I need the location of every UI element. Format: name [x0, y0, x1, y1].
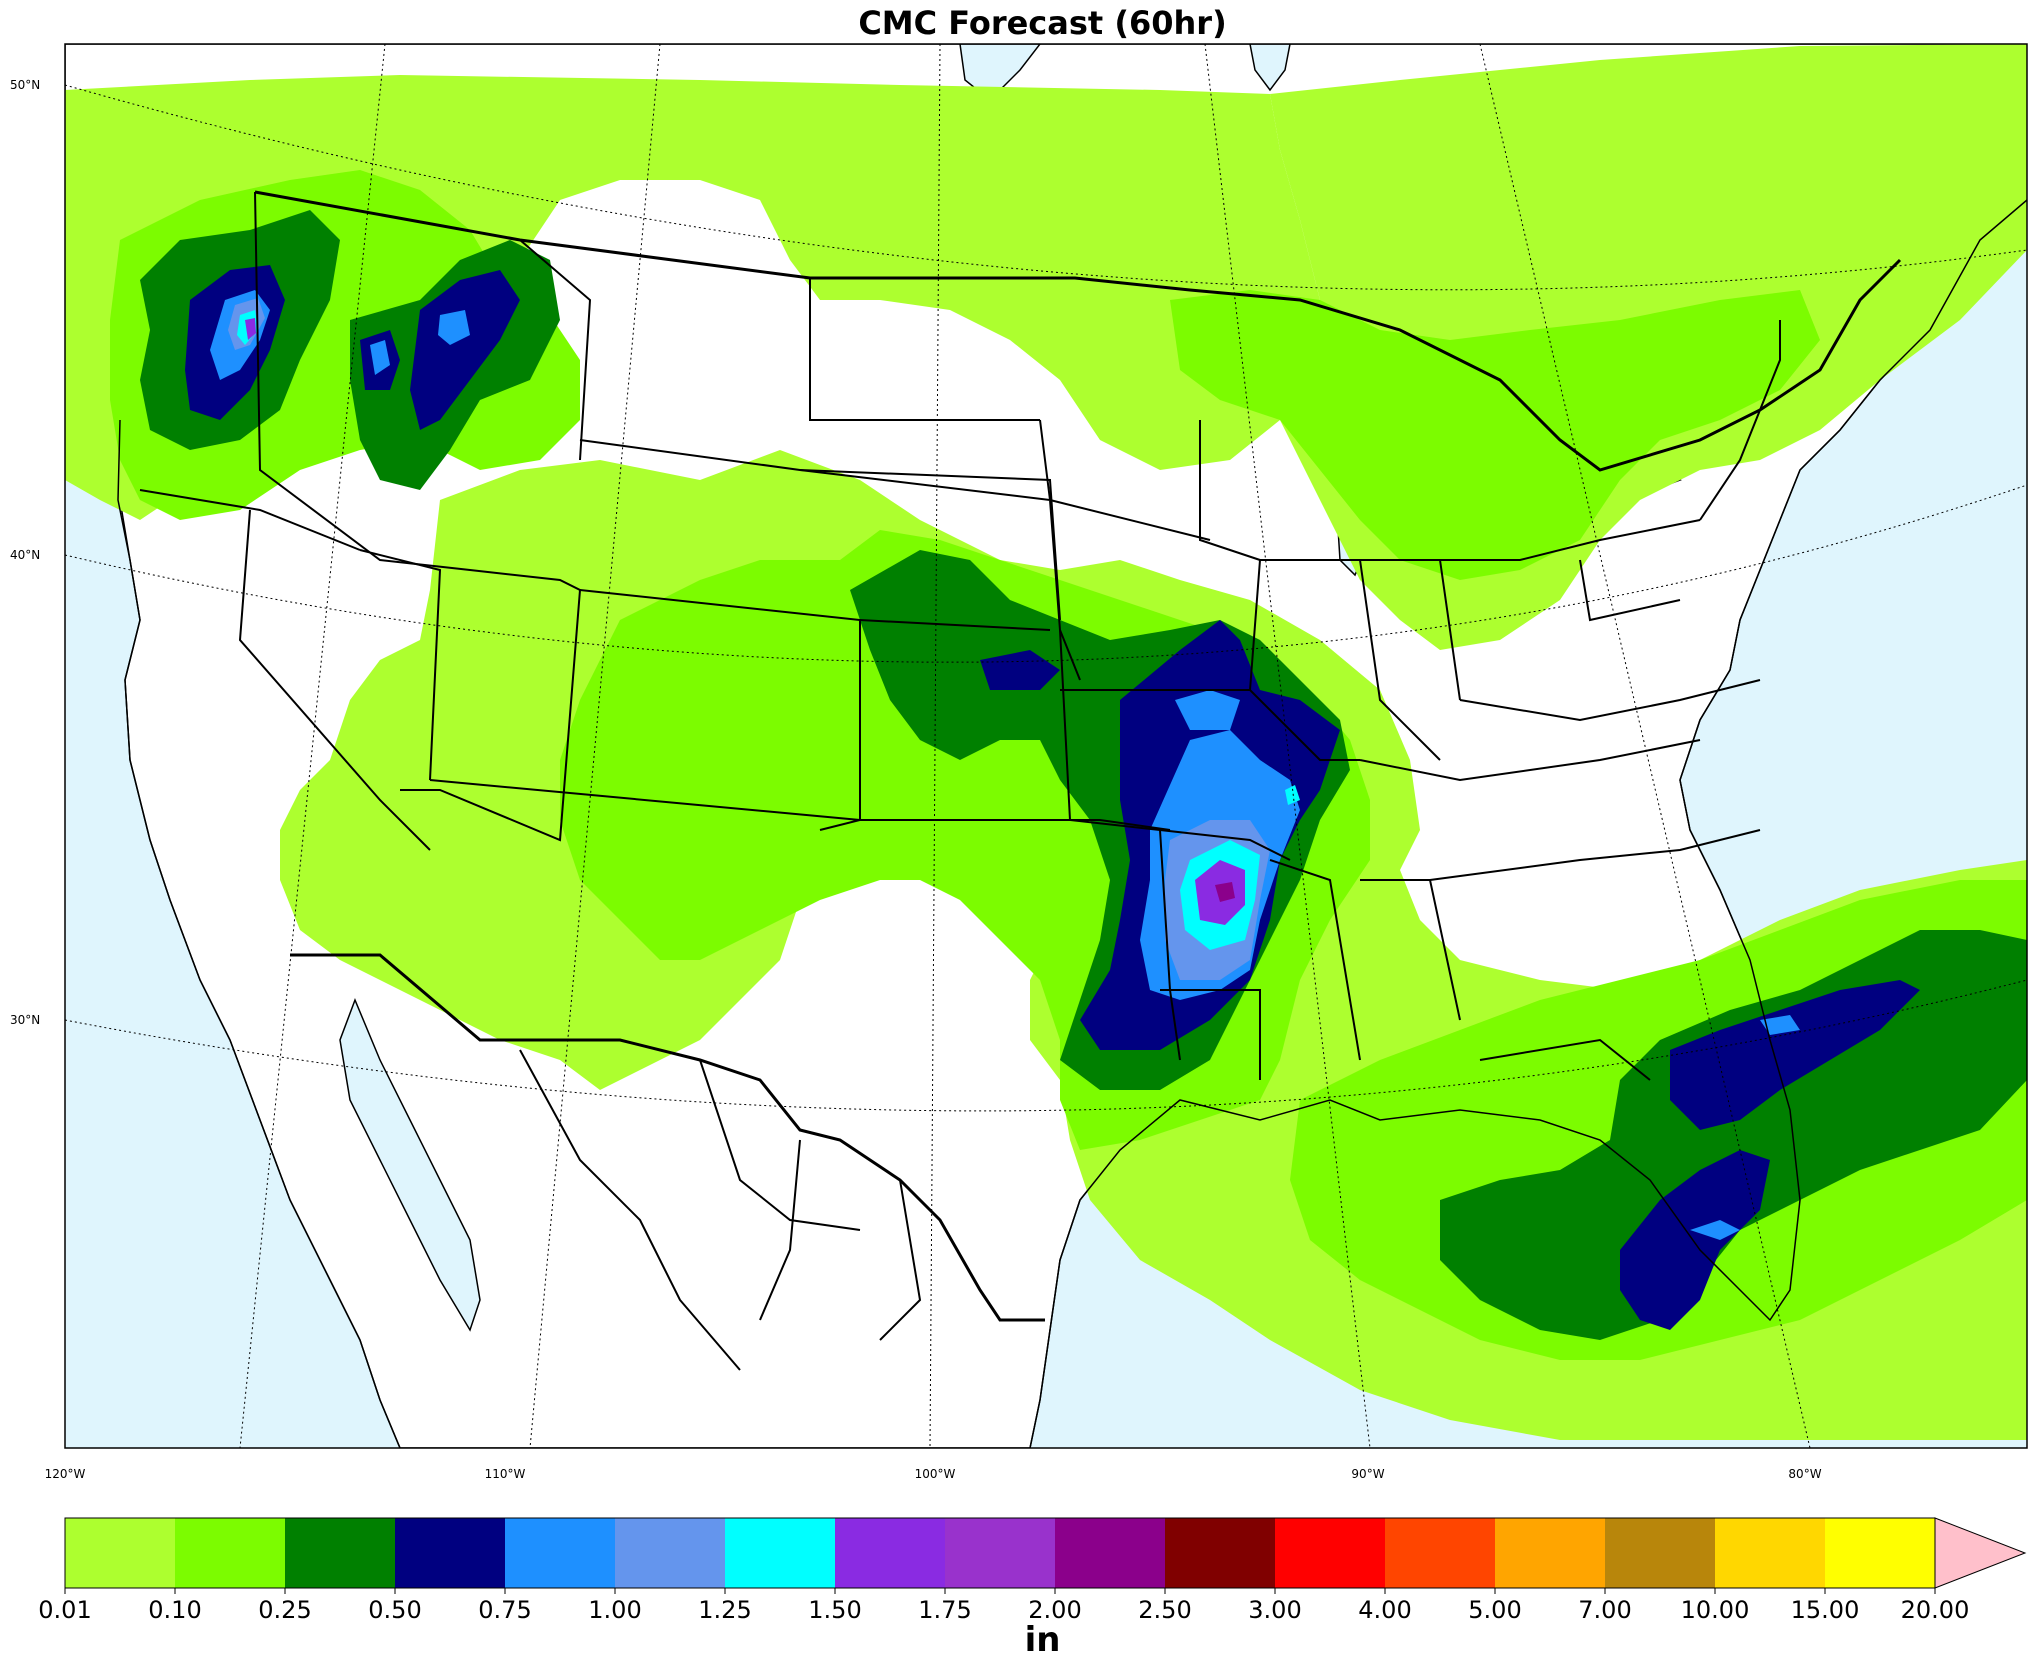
precip-0.75-florida: [1760, 1015, 1800, 1035]
colorbar-level-label: 1.00: [588, 1596, 641, 1624]
precip-0.50-southeast-south: [1620, 1150, 1770, 1330]
precip-0.10-great-lakes: [1170, 290, 1820, 580]
colorbar-swatch: [835, 1518, 945, 1588]
colorbar-outline: [64, 1517, 1936, 1589]
colorbar-swatch: [175, 1518, 285, 1588]
colorbar-swatch: [1715, 1518, 1825, 1588]
colorbar-swatch: [615, 1518, 725, 1588]
precip-0.75-idaho: [438, 310, 470, 345]
colorbar: 0.01 0.10 0.25 0.50 0.75 1.00 1.25 1.50 1.75 2.00…: [38, 1517, 2027, 1624]
colorbar-level-label: 4.00: [1358, 1596, 1411, 1624]
colorbar-level-label: 7.00: [1578, 1596, 1631, 1624]
colorbar-level-label: 0.10: [148, 1596, 201, 1624]
precip-2.00-arkansas: [1215, 882, 1235, 902]
colorbar-swatch: [505, 1518, 615, 1588]
colorbar-swatch: [1385, 1518, 1495, 1588]
colorbar-level-label: 1.50: [808, 1596, 861, 1624]
colorbar-level-label: 3.00: [1248, 1596, 1301, 1624]
latitude-label: 50°N: [10, 78, 40, 92]
longitude-labels: 120°W 110°W 100°W 90°W 80°W: [45, 1467, 1822, 1481]
colorbar-level-label: 2.50: [1138, 1596, 1191, 1624]
longitude-label: 110°W: [485, 1467, 526, 1481]
canadian-inlet: [1249, 44, 1291, 92]
coastlines: [117, 199, 2027, 1448]
longitude-label: 100°W: [915, 1467, 956, 1481]
colorbar-swatch: [65, 1518, 175, 1588]
latitude-labels: 50°N 40°N 30°N: [10, 78, 40, 1027]
map-title: CMC Forecast (60hr): [858, 4, 1227, 42]
colorbar-level-label: 5.00: [1468, 1596, 1521, 1624]
political-borders: [139, 190, 1902, 1371]
longitude-label: 120°W: [45, 1467, 86, 1481]
longitude-label: 80°W: [1788, 1467, 1821, 1481]
colorbar-swatch: [1275, 1518, 1385, 1588]
colorbar-level-label: 2.00: [1028, 1596, 1081, 1624]
colorbar-level-label: 1.75: [918, 1596, 971, 1624]
colorbar-swatch: [725, 1518, 835, 1588]
precip-0.50-kansas: [980, 650, 1060, 690]
colorbar-swatch: [945, 1518, 1055, 1588]
hudson-bay-water: [959, 44, 1041, 102]
colorbar-swatch: [1055, 1518, 1165, 1588]
map-frame: [64, 43, 2028, 1449]
colorbar-level-label: 0.75: [478, 1596, 531, 1624]
colorbar-level-label: 0.25: [258, 1596, 311, 1624]
precip-0.75-missouri: [1175, 690, 1240, 730]
colorbar-swatch: [1825, 1518, 1935, 1588]
colorbar-units: in: [1024, 1620, 1061, 1660]
colorbar-level-label: 15.00: [1791, 1596, 1860, 1624]
colorbar-level-label: 20.00: [1901, 1596, 1970, 1624]
colorbar-level-label: 0.50: [368, 1596, 421, 1624]
latitude-label: 40°N: [10, 548, 40, 562]
colorbar-swatch: [1165, 1518, 1275, 1588]
precip-0.25-southeast: [1440, 930, 2027, 1340]
precip-1.50-oregon: [245, 318, 256, 340]
precip-0.50-southeast-north: [1670, 980, 1920, 1130]
colorbar-swatch: [285, 1518, 395, 1588]
colorbar-level-label: 10.00: [1681, 1596, 1750, 1624]
precip-1.25-tennessee: [1285, 785, 1300, 805]
colorbar-swatch: [1495, 1518, 1605, 1588]
precip-0.75-southeast: [1690, 1220, 1740, 1240]
colorbar-swatch: [1605, 1518, 1715, 1588]
colorbar-extend-arrow: [1934, 1517, 2027, 1589]
gulf-of-california: [339, 997, 481, 1332]
precip-0.75-idaho-small: [370, 340, 390, 375]
colorbar-level-label: 0.01: [38, 1596, 91, 1624]
latitude-label: 30°N: [10, 1013, 40, 1027]
longitude-label: 90°W: [1351, 1467, 1384, 1481]
precip-0.50-idaho: [410, 270, 520, 430]
colorbar-swatch: [395, 1518, 505, 1588]
colorbar-level-label: 1.25: [698, 1596, 751, 1624]
